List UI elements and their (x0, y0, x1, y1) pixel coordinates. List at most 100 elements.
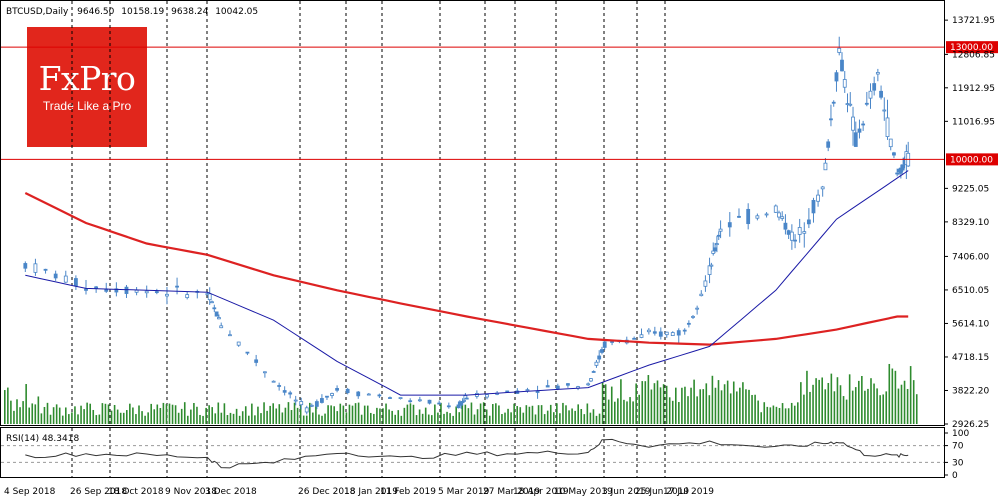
volume-bar (668, 397, 671, 424)
candle-body (262, 371, 267, 374)
volume-bar (891, 368, 894, 424)
y-tick-label: 11912.95 (952, 84, 995, 94)
candle-body (589, 378, 593, 382)
candle-body (773, 205, 778, 213)
volume-bar (309, 402, 311, 424)
volume-bar (540, 405, 543, 424)
volume-bar (409, 403, 412, 424)
volume-bar (208, 405, 210, 424)
volume-bar (702, 389, 705, 424)
volume-bar (824, 389, 827, 424)
volume-bar (132, 407, 134, 424)
volume-bar (452, 415, 454, 424)
volume-bar (888, 363, 891, 424)
volume-bar (711, 375, 714, 424)
volume-bar (858, 380, 860, 424)
volume-bar (43, 406, 46, 424)
volume-bar (162, 402, 165, 424)
candle-body (793, 239, 797, 242)
volume-bar (315, 405, 317, 424)
y-tick-label: 11016.95 (952, 117, 995, 127)
volume-bar (809, 391, 811, 424)
candle-body (718, 228, 723, 232)
volume-bar (479, 403, 482, 424)
candle-body (555, 385, 560, 390)
candle-body (175, 285, 179, 288)
candle-body (727, 222, 732, 228)
volume-bar (379, 408, 381, 424)
candle-body (43, 268, 48, 271)
volume-bar (885, 391, 888, 424)
x-tick-label: 27 Mar 2019 (483, 487, 540, 497)
x-tick-label: 18 Oct 2018 (108, 487, 164, 497)
horizontal-levels: 13000.00 10000.00 (1, 41, 998, 166)
candle-body (861, 123, 866, 126)
candle-body (670, 332, 675, 337)
volume-bar (40, 413, 43, 424)
volume-bar (354, 403, 357, 424)
candle-body (857, 128, 862, 133)
vertical-grid (71, 1, 666, 477)
candle-body (462, 400, 466, 402)
candle-body (345, 388, 350, 394)
volume-bar (10, 400, 12, 424)
volume-bar (284, 407, 287, 424)
candle-body (691, 316, 695, 318)
volume-bar (229, 412, 232, 424)
candle-body (676, 330, 681, 336)
volume-bar (717, 380, 720, 424)
main-pane-frame (0, 0, 945, 426)
volume-bar (525, 405, 528, 424)
volume-bar (851, 390, 854, 424)
ma-short-line (25, 170, 909, 396)
volume-bar (244, 406, 247, 424)
candle-body (214, 311, 219, 317)
volume-bar (821, 377, 823, 424)
volume-bar (556, 403, 558, 424)
volume-bar (86, 402, 88, 424)
volume-bar (488, 415, 491, 424)
volume-bar (864, 390, 866, 424)
volume-bar (223, 403, 226, 424)
level-label: 10000.00 (950, 155, 993, 165)
volume-bar (739, 387, 741, 424)
volume-bar (867, 388, 869, 424)
volume-bar (391, 410, 393, 424)
candle-body (591, 371, 596, 373)
volume-bar (653, 383, 656, 424)
candle-body (63, 275, 68, 283)
candle-body (780, 216, 785, 219)
volume-bar (165, 404, 168, 424)
volume-bar (830, 373, 833, 424)
candle-body (811, 199, 816, 214)
volume-bar (437, 412, 439, 424)
level-badge (946, 41, 998, 54)
volume-bar (211, 407, 213, 424)
candle-body (288, 392, 293, 395)
volume-bar (440, 402, 442, 424)
volume-bar (434, 404, 436, 424)
volume-bar (876, 388, 878, 424)
volume-bar (714, 387, 717, 424)
volume-bar (16, 399, 18, 424)
volume-bar (248, 415, 250, 424)
volume-bar (318, 414, 320, 424)
volume-bar (412, 404, 415, 424)
candle-body (245, 351, 250, 354)
volume-bar (827, 382, 830, 424)
volume-bar (537, 405, 540, 424)
x-tick-label: 9 Nov 2018 (165, 487, 217, 497)
volume-bar (55, 404, 58, 424)
volume-bar (251, 403, 253, 424)
volume-bar (257, 406, 259, 424)
x-tick-label: 10 May 2019 (554, 487, 613, 497)
candle-body (446, 405, 451, 408)
volume-bar (873, 383, 875, 424)
volume-bar (732, 381, 735, 424)
volume-bar (519, 407, 522, 424)
volume-bar (650, 389, 653, 424)
symbol-label: BTCUSD,Daily (6, 7, 69, 17)
candle-body (764, 213, 769, 216)
volume-bar (577, 404, 579, 424)
candle-body (882, 109, 887, 112)
